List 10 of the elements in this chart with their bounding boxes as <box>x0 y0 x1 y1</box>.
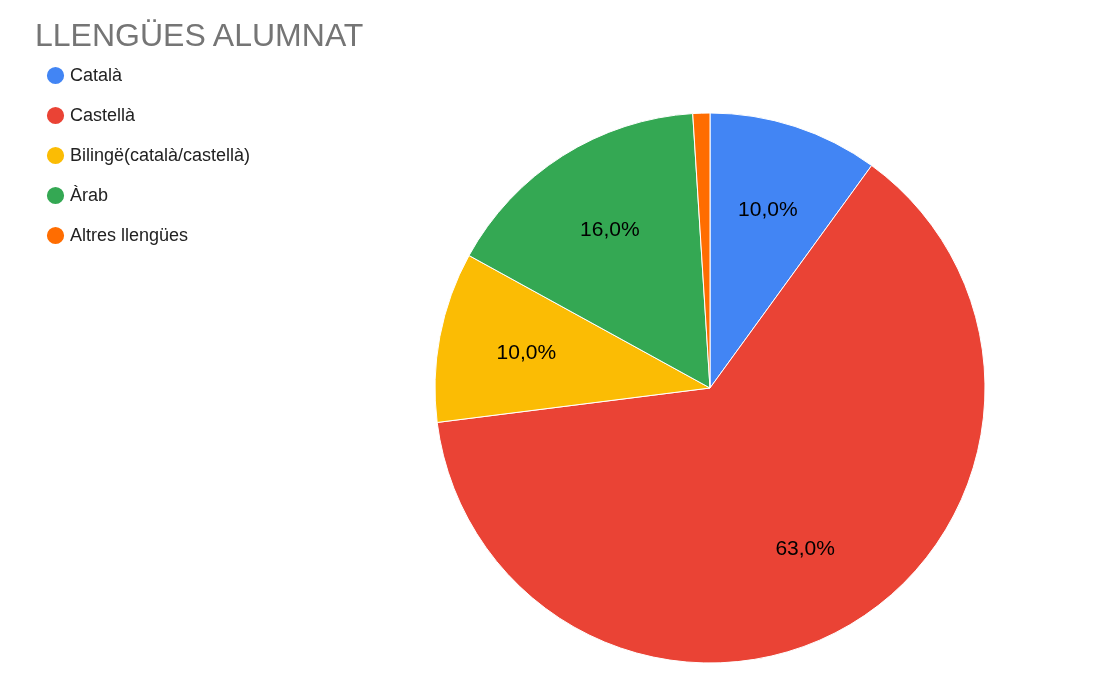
legend-label: Altres llengües <box>70 224 189 245</box>
data-label: 63,0% <box>775 535 835 559</box>
data-label: 16,0% <box>580 217 640 241</box>
chart-title: LLENGÜES ALUMNAT <box>35 17 364 53</box>
legend-label: Català <box>70 64 124 85</box>
legend-label: Bilingë(català/castellà) <box>70 144 251 165</box>
legend-label: Castellà <box>70 104 137 125</box>
legend-label: Àrab <box>70 184 109 205</box>
data-label: 10,0% <box>496 339 557 363</box>
data-label: 10,0% <box>738 197 798 221</box>
